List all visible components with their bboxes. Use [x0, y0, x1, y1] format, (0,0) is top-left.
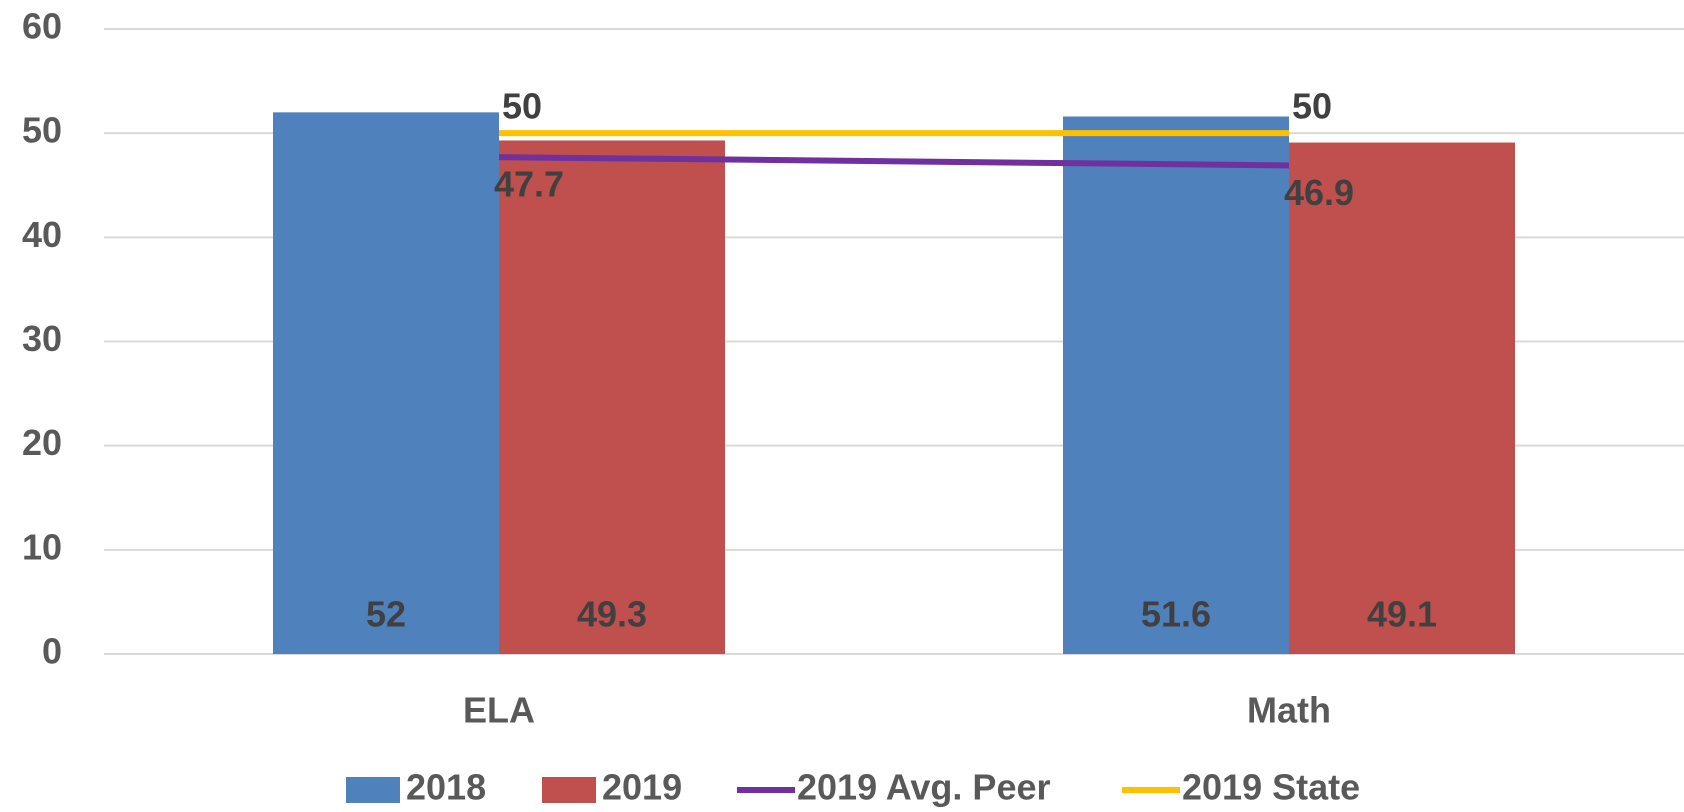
legend-label: 2019 — [602, 767, 682, 808]
y-tick-label: 60 — [22, 6, 62, 47]
line-value-label: 47.7 — [494, 164, 564, 205]
y-tick-label: 0 — [42, 631, 62, 672]
line-value-label: 50 — [1292, 86, 1332, 127]
x-tick-label: ELA — [463, 690, 535, 731]
legend-label: 2018 — [406, 767, 486, 808]
y-tick-label: 50 — [22, 110, 62, 151]
bar-value-label: 51.6 — [1141, 594, 1211, 635]
y-tick-label: 20 — [22, 422, 62, 463]
bar-value-label: 49.3 — [577, 594, 647, 635]
line-series — [498, 154, 1290, 169]
bar-value-label: 49.1 — [1367, 594, 1437, 635]
line-value-label: 46.9 — [1284, 172, 1354, 213]
x-tick-label: Math — [1247, 690, 1331, 731]
bar — [1289, 142, 1515, 654]
line-value-label: 50 — [502, 86, 542, 127]
y-tick-label: 30 — [22, 318, 62, 359]
bar — [499, 140, 725, 655]
legend-label: 2019 Avg. Peer — [797, 767, 1051, 808]
legend-swatch — [542, 777, 596, 803]
legend-swatch — [346, 777, 400, 803]
y-tick-label: 40 — [22, 214, 62, 255]
bar — [1063, 116, 1289, 654]
bar — [273, 112, 499, 655]
y-tick-label: 10 — [22, 526, 62, 567]
bar-value-label: 52 — [366, 594, 406, 635]
legend-label: 2019 State — [1182, 767, 1360, 808]
